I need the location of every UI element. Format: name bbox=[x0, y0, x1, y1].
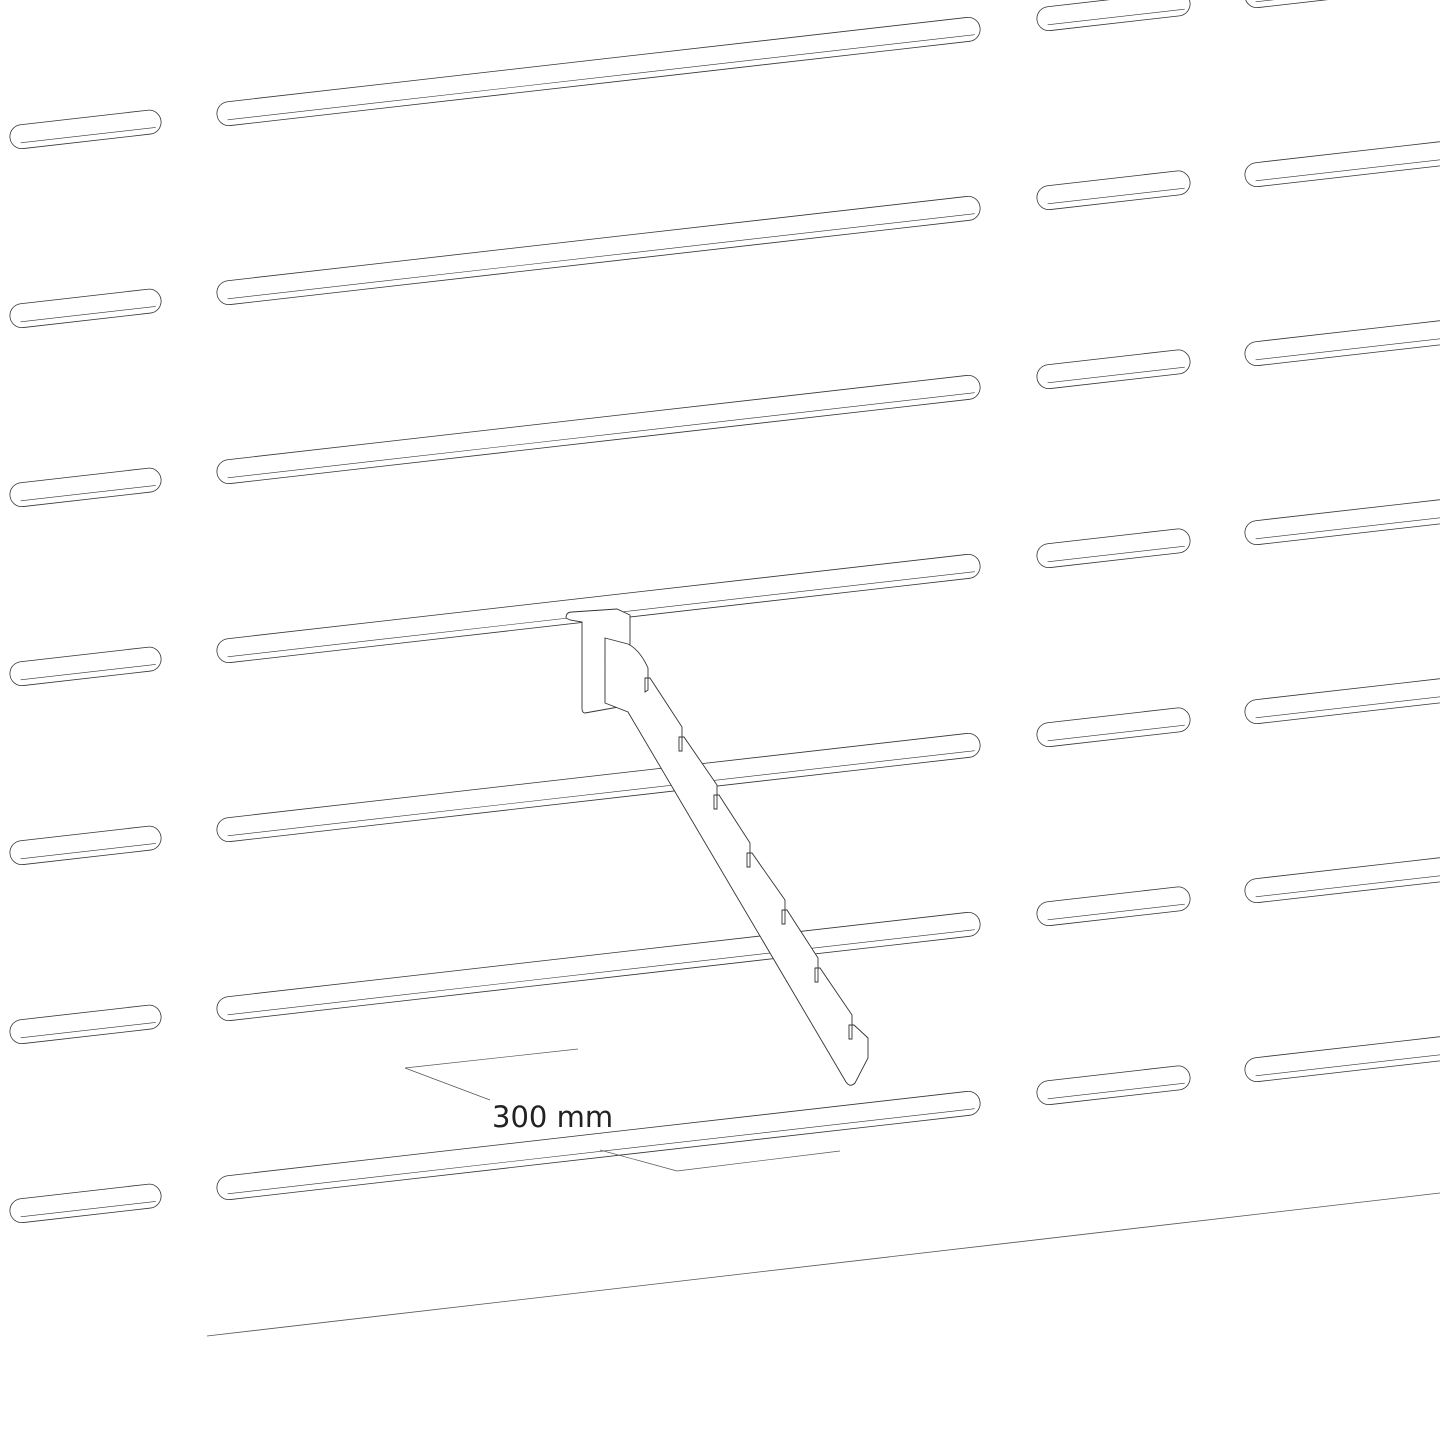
slot-middle bbox=[1036, 886, 1191, 927]
slot-right bbox=[1244, 1030, 1440, 1083]
slot-left bbox=[9, 646, 162, 687]
slot-right bbox=[1244, 0, 1440, 9]
dimension-extension-line bbox=[676, 1150, 841, 1172]
dimension-extension-line bbox=[404, 1048, 579, 1069]
slot-long bbox=[216, 911, 981, 1022]
slot-long bbox=[216, 195, 981, 306]
slot-long bbox=[216, 732, 981, 843]
dimension-leader bbox=[599, 1149, 678, 1172]
slot-left bbox=[9, 109, 162, 150]
slot-left bbox=[9, 1004, 162, 1045]
slot-right bbox=[1244, 135, 1440, 188]
slot-long bbox=[216, 16, 981, 127]
slot-middle bbox=[1036, 707, 1191, 748]
waterfall-bracket bbox=[565, 608, 869, 1086]
bracket-arm bbox=[604, 637, 869, 1086]
slot-middle bbox=[1036, 170, 1191, 211]
slot-right bbox=[1244, 851, 1440, 904]
slot-left bbox=[9, 1183, 162, 1224]
slot-right bbox=[1244, 314, 1440, 367]
slot-middle bbox=[1036, 0, 1191, 32]
dimension-label: 300 mm bbox=[492, 1100, 614, 1134]
dimension-leader bbox=[404, 1067, 491, 1101]
slot-grid bbox=[9, 0, 1440, 1224]
slot-middle bbox=[1036, 528, 1191, 569]
slot-long bbox=[216, 1090, 981, 1201]
slot-right bbox=[1244, 493, 1440, 546]
slot-middle bbox=[1036, 349, 1191, 390]
slot-left bbox=[9, 467, 162, 508]
slot-left bbox=[9, 288, 162, 329]
slot-middle bbox=[1036, 1065, 1191, 1106]
slot-right bbox=[1244, 672, 1440, 725]
slot-long bbox=[216, 374, 981, 485]
slot-left bbox=[9, 825, 162, 866]
dimension-lines bbox=[404, 1048, 841, 1172]
panel-bottom-edge bbox=[206, 1192, 1440, 1337]
